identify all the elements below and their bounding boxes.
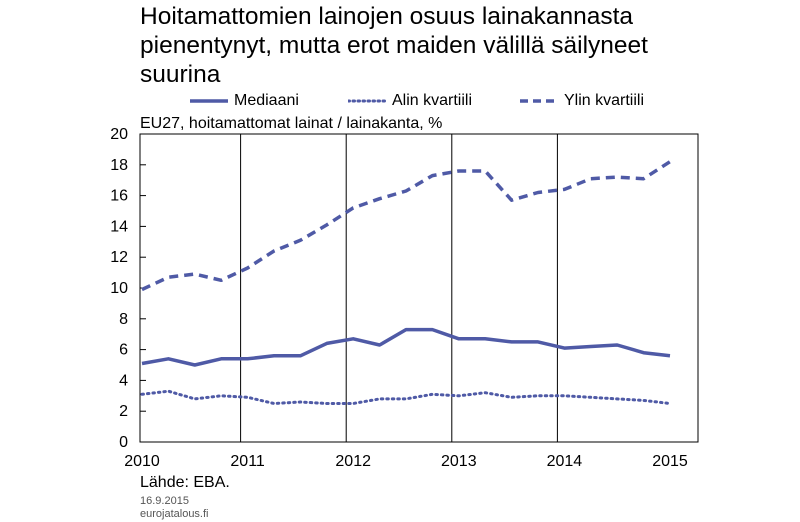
- plot-frame: [139, 133, 699, 443]
- chart-subtitle: EU27, hoitamattomat lainat / lainakanta,…: [140, 115, 443, 132]
- y-tick-label-10: 10: [110, 280, 128, 297]
- legend-item-mediaani: Mediaani: [190, 92, 299, 110]
- series-line-ylin-kvartiili: [141, 160, 671, 292]
- legend-swatch-dotted: [348, 99, 388, 103]
- series-line-alin-kvartiili: [140, 389, 672, 405]
- y-tick-label-16: 16: [110, 188, 128, 205]
- chart-source: Lähde: EBA.: [140, 474, 230, 491]
- y-tick-label-14: 14: [110, 218, 128, 235]
- y-tick-label-0: 0: [119, 434, 128, 451]
- x-tick-label-2015: 2015: [652, 453, 688, 470]
- legend-item-alin-kvartiili: Alin kvartiili: [348, 92, 472, 110]
- y-tick-label-4: 4: [119, 372, 128, 389]
- legend-item-ylin-kvartiili: Ylin kvartiili: [520, 92, 644, 110]
- legend-label-ylin-kvartiili: Ylin kvartiili: [564, 92, 645, 109]
- y-tick-label-12: 12: [110, 249, 128, 266]
- x-tick-label-2011: 2011: [230, 453, 265, 470]
- x-tick-label-2010: 2010: [124, 453, 160, 470]
- y-tick-label-8: 8: [119, 311, 128, 328]
- series-line-mediaani: [141, 327, 671, 367]
- chart-legend: Mediaani Alin kvartiili Ylin kvartiili: [190, 92, 750, 112]
- chart-date: 16.9.2015: [140, 495, 189, 507]
- legend-swatch-solid: [190, 99, 228, 103]
- y-tick-label-18: 18: [110, 157, 128, 174]
- legend-label-alin-kvartiili: Alin kvartiili: [392, 92, 473, 109]
- chart-title: Hoitamattomien lainojen osuus lainakanna…: [140, 3, 648, 88]
- y-tick-label-20: 20: [110, 126, 128, 143]
- legend-label-mediaani: Mediaani: [234, 92, 299, 109]
- chart-site: eurojatalous.fi: [140, 508, 209, 520]
- y-tick-label-2: 2: [119, 403, 128, 420]
- legend-swatch-dashed: [520, 99, 558, 103]
- x-tick-label-2014: 2014: [547, 453, 583, 470]
- y-tick-label-6: 6: [119, 342, 128, 359]
- x-tick-label-2012: 2012: [335, 453, 371, 470]
- x-tick-label-2013: 2013: [441, 453, 477, 470]
